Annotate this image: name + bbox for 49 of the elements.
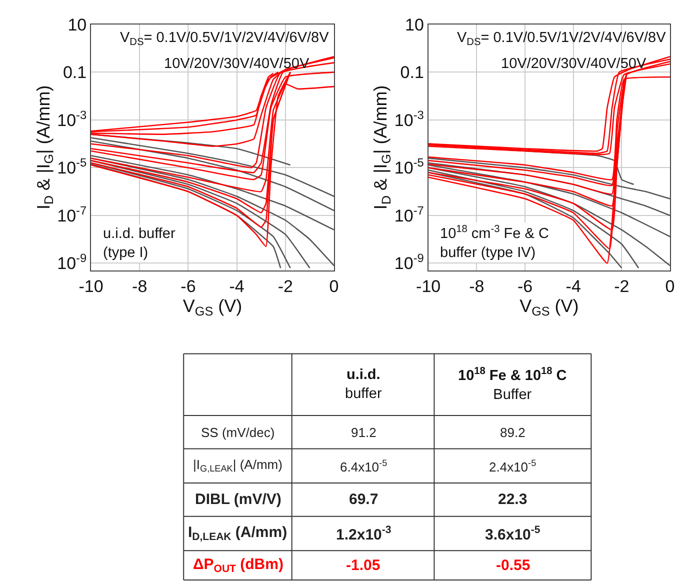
text: 1.2x10$^{-3}$ (336, 524, 392, 544)
text: 69.7 (349, 491, 378, 508)
y-tick-label: 10$^{-3}$ (57, 108, 87, 130)
text: -1.05 (346, 557, 380, 574)
text: 91.2 (351, 425, 376, 440)
y-tick-label: 10$^{-5}$ (57, 156, 87, 178)
annotation: 10V/20V/30V/40V/50V (164, 56, 310, 72)
category-label: ΔP$_{OUT}$ (dBm) (193, 556, 284, 576)
category-label: SS (mV/dec) (201, 425, 275, 440)
text: -0.55 (496, 557, 530, 574)
text: 6.4x10$^{-5}$ (340, 458, 388, 474)
annotation: 10V/20V/30V/40V/50V (501, 56, 646, 72)
x-tick-label: 0 (665, 276, 675, 296)
x-tick-label: -8 (132, 276, 148, 296)
x-tick-label: -6 (180, 276, 196, 296)
annotation: u.i.d. buffer (type I) (103, 226, 176, 261)
x-axis-title: V$_{GS}$ (V) (182, 296, 242, 319)
text: 2.4x10$^{-5}$ (489, 458, 536, 474)
annotation: V$_{DS}$= 0.1V/0.5V/1V/2V/4V/6V/8V (120, 30, 330, 48)
x-tick-label: -10 (416, 276, 441, 296)
y-tick-label: 10 (68, 15, 87, 34)
y-tick-label: 10$^{-7}$ (57, 203, 87, 226)
text: 22.3 (498, 491, 528, 508)
category-label: DIBL (mV/V) (195, 491, 282, 508)
y-tick-label: 10$^{-9}$ (394, 251, 424, 274)
annotation: V$_{DS}$= 0.1V/0.5V/1V/2V/4V/6V/8V (457, 30, 666, 48)
y-tick-label: 0.1 (400, 63, 424, 82)
text: 89.2 (500, 425, 526, 440)
y-tick-label: 0.1 (62, 63, 87, 82)
text: 3.6x10$^{-5}$ (485, 524, 540, 544)
category-label: |I$_{G,LEAK}$| (A/mm) (193, 457, 282, 474)
annotation: 10$^{18}$ cm$^{-3}$ Fe & C buffer (type IV) (440, 224, 549, 261)
y-tick-label: 10 (405, 15, 424, 34)
category-label: 10$^{18}$ Fe & 10$^{18}$ C Buffer (458, 366, 567, 403)
x-tick-label: -4 (229, 276, 244, 296)
x-tick-label: -4 (566, 276, 581, 296)
x-tick-label: -2 (614, 276, 630, 296)
x-tick-label: -8 (469, 276, 484, 296)
category-label: u.i.d. buffer (345, 367, 382, 402)
x-tick-label: -10 (78, 276, 104, 296)
x-axis-title: V$_{GS}$ (V) (520, 296, 579, 319)
y-tick-label: 10$^{-3}$ (394, 108, 424, 130)
x-tick-label: 0 (329, 276, 339, 296)
y-tick-label: 10$^{-5}$ (394, 156, 424, 178)
x-tick-label: -2 (278, 276, 293, 296)
category-label: I$_{D,LEAK}$ (A/mm) (188, 524, 288, 544)
y-tick-label: 10$^{-7}$ (394, 203, 424, 226)
x-tick-label: -6 (517, 276, 533, 296)
y-tick-label: 10$^{-9}$ (57, 251, 87, 274)
